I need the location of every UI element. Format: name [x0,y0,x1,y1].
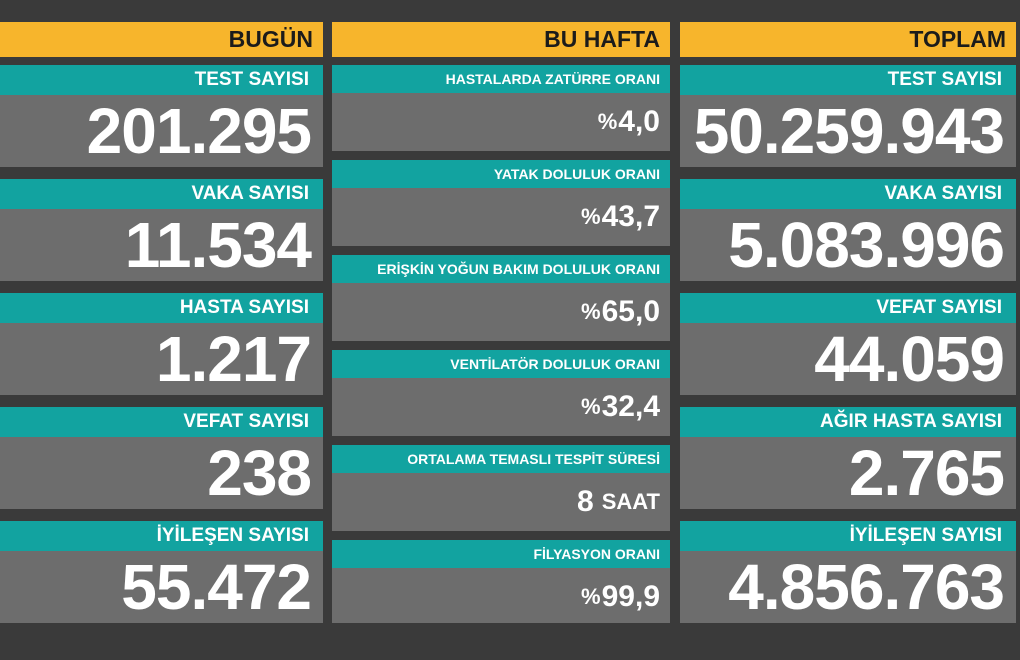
today-patient-card: HASTA SAYISI 1.217 [0,293,323,395]
week-bed-card: YATAK DOLULUK ORANI % 43,7 [332,160,670,246]
today-death-value: 238 [207,437,312,509]
week-pneumonia-value: % 4,0 [332,93,670,151]
week-icu-number: 65,0 [601,295,660,328]
today-test-label: TEST SAYISI [0,65,323,95]
week-pneumonia-label: HASTALARDA ZATÜRRE ORANI [332,65,670,93]
total-death-value: 44.059 [814,323,1005,395]
week-bed-number: 43,7 [601,200,660,233]
today-column: BUGÜN TEST SAYISI 201.295 VAKA SAYISI 11… [0,22,323,623]
week-icu-label: ERİŞKİN YOĞUN BAKIM DOLULUK ORANI [332,255,670,283]
today-death-label: VEFAT SAYISI [0,407,323,437]
total-test-card: TEST SAYISI 50.259.943 [680,65,1016,167]
today-case-card: VAKA SAYISI 11.534 [0,179,323,281]
week-ventilator-label: VENTİLATÖR DOLULUK ORANI [332,350,670,378]
week-icu-value: % 65,0 [332,283,670,341]
total-death-card: VEFAT SAYISI 44.059 [680,293,1016,395]
today-header: BUGÜN [0,22,323,57]
total-severe-card: AĞIR HASTA SAYISI 2.765 [680,407,1016,509]
week-column: BU HAFTA HASTALARDA ZATÜRRE ORANI % 4,0 Y… [332,22,670,623]
total-recovered-label: İYİLEŞEN SAYISI [680,521,1016,551]
week-pneumonia-number: 4,0 [618,105,660,138]
total-death-label: VEFAT SAYISI [680,293,1016,323]
today-recovered-label: İYİLEŞEN SAYISI [0,521,323,551]
week-ventilator-value: % 32,4 [332,378,670,436]
week-contact-number: 8 [577,485,594,518]
total-severe-value: 2.765 [848,437,1005,509]
today-recovered-value: 55.472 [121,551,312,623]
total-test-value: 50.259.943 [693,95,1005,167]
total-header: TOPLAM [680,22,1016,57]
week-contact-value: 8 SAAT [332,473,670,531]
total-recovered-card: İYİLEŞEN SAYISI 4.856.763 [680,521,1016,623]
week-filiation-label: FİLYASYON ORANI [332,540,670,568]
week-contact-label: ORTALAMA TEMASLI TESPİT SÜRESİ [332,445,670,473]
week-contact-unit: SAAT [601,489,660,514]
total-severe-label: AĞIR HASTA SAYISI [680,407,1016,437]
today-test-value: 201.295 [86,95,312,167]
week-contact-card: ORTALAMA TEMASLI TESPİT SÜRESİ 8 SAAT [332,445,670,531]
total-case-label: VAKA SAYISI [680,179,1016,209]
week-icu-card: ERİŞKİN YOĞUN BAKIM DOLULUK ORANI % 65,0 [332,255,670,341]
week-ventilator-card: VENTİLATÖR DOLULUK ORANI % 32,4 [332,350,670,436]
today-case-value: 11.534 [124,209,312,281]
week-filiation-number: 99,9 [601,580,660,613]
total-column: TOPLAM TEST SAYISI 50.259.943 VAKA SAYIS… [680,22,1016,623]
total-recovered-value: 4.856.763 [728,551,1005,623]
week-filiation-value: % 99,9 [332,568,670,626]
today-case-label: VAKA SAYISI [0,179,323,209]
today-patient-value: 1.217 [155,323,312,395]
week-pneumonia-card: HASTALARDA ZATÜRRE ORANI % 4,0 [332,65,670,151]
total-case-value: 5.083.996 [728,209,1005,281]
week-bed-value: % 43,7 [332,188,670,246]
week-filiation-card: FİLYASYON ORANI % 99,9 [332,540,670,623]
percent-sign: % [597,109,618,134]
total-test-label: TEST SAYISI [680,65,1016,95]
today-recovered-card: İYİLEŞEN SAYISI 55.472 [0,521,323,623]
today-test-card: TEST SAYISI 201.295 [0,65,323,167]
percent-sign: % [581,299,601,324]
week-bed-label: YATAK DOLULUK ORANI [332,160,670,188]
percent-sign: % [581,584,601,609]
week-header: BU HAFTA [332,22,670,57]
total-case-card: VAKA SAYISI 5.083.996 [680,179,1016,281]
percent-sign: % [581,394,601,419]
today-patient-label: HASTA SAYISI [0,293,323,323]
percent-sign: % [581,204,601,229]
today-death-card: VEFAT SAYISI 238 [0,407,323,509]
week-ventilator-number: 32,4 [601,390,660,423]
